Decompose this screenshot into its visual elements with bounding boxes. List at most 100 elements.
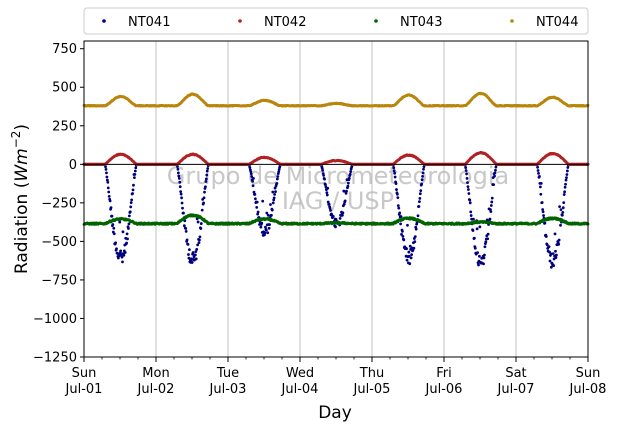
data-point (393, 175, 397, 179)
data-point (557, 242, 561, 246)
legend-marker (510, 19, 514, 23)
data-point (185, 238, 189, 242)
data-point (393, 171, 397, 175)
data-point (394, 182, 398, 185)
data-point (564, 178, 568, 182)
data-point (176, 165, 179, 168)
data-point (121, 230, 125, 234)
data-point (406, 223, 409, 227)
data-point (422, 165, 426, 169)
data-point (267, 226, 271, 230)
data-point (129, 201, 133, 205)
data-point (204, 177, 208, 181)
data-point (482, 262, 485, 266)
data-point (177, 174, 181, 178)
data-point (202, 201, 205, 205)
data-point (121, 260, 124, 264)
data-point (418, 192, 422, 196)
data-point (566, 166, 570, 169)
data-point (133, 176, 136, 179)
data-point (489, 210, 493, 213)
data-point (493, 174, 496, 178)
data-point (475, 227, 479, 231)
data-point (417, 205, 421, 208)
data-point (324, 183, 327, 187)
data-point (187, 253, 190, 256)
y-axis-label: Radiation (Wm−2) (9, 124, 32, 274)
data-point (548, 259, 552, 263)
y-tick-label: −1000 (33, 312, 77, 327)
data-point (421, 171, 425, 175)
data-point (326, 186, 330, 190)
data-point (547, 245, 551, 249)
data-point (349, 170, 353, 173)
data-point (325, 191, 329, 195)
data-point (408, 244, 412, 248)
data-point (402, 238, 406, 242)
data-point (399, 215, 403, 218)
data-point (561, 210, 565, 214)
data-point (401, 230, 404, 233)
data-point (541, 208, 545, 211)
data-point (253, 197, 257, 201)
data-point (271, 201, 275, 205)
data-point (194, 257, 198, 261)
data-point (482, 256, 486, 260)
data-point (176, 167, 180, 171)
data-point (343, 199, 347, 203)
data-point (342, 202, 346, 206)
data-point (275, 182, 279, 185)
vertical-gridlines (155, 41, 517, 357)
data-point (112, 232, 116, 236)
data-point (179, 190, 183, 194)
data-point (563, 185, 567, 189)
data-point (536, 165, 539, 169)
data-point (420, 178, 424, 182)
data-point (417, 200, 421, 204)
x-axis-label: Day (318, 403, 352, 423)
data-point (120, 255, 124, 259)
data-point (182, 211, 185, 215)
data-point (549, 252, 553, 256)
data-point (483, 253, 486, 257)
data-point (478, 225, 482, 229)
data-point (114, 241, 118, 245)
data-point (180, 196, 183, 200)
watermark-line: Grupo de Micrometeorologia (167, 162, 509, 190)
data-point (271, 190, 275, 194)
data-point (472, 236, 476, 240)
data-point (250, 175, 254, 178)
data-point (116, 256, 120, 260)
y-tick-label: −1250 (33, 351, 77, 366)
x-tick-day: Sun (576, 366, 601, 381)
data-point (205, 169, 209, 173)
data-point (466, 181, 469, 184)
data-point (321, 168, 325, 172)
data-point (127, 227, 130, 230)
data-point (338, 216, 342, 220)
data-point (544, 235, 548, 238)
y-axis-label-exponent: −2 (9, 131, 23, 149)
data-point (399, 222, 402, 226)
data-point (348, 172, 352, 176)
data-point (107, 194, 111, 198)
data-point (413, 240, 417, 244)
data-point (490, 200, 494, 204)
y-tick-label: −500 (41, 235, 77, 250)
data-point (128, 210, 132, 214)
data-point (536, 169, 540, 172)
data-point (270, 208, 274, 212)
data-point (199, 222, 203, 225)
data-point (494, 165, 498, 169)
data-point (194, 250, 198, 254)
data-point (562, 193, 566, 196)
data-point (398, 211, 402, 215)
data-point (559, 223, 562, 227)
y-axis: −1250 −1000 −750 −500 −250 0 250 500 750 (33, 42, 84, 366)
data-point (119, 249, 123, 253)
data-point (323, 177, 326, 181)
x-tick-day: Thu (359, 366, 384, 381)
data-point (272, 196, 276, 200)
data-point (184, 227, 188, 230)
data-point (263, 231, 267, 235)
